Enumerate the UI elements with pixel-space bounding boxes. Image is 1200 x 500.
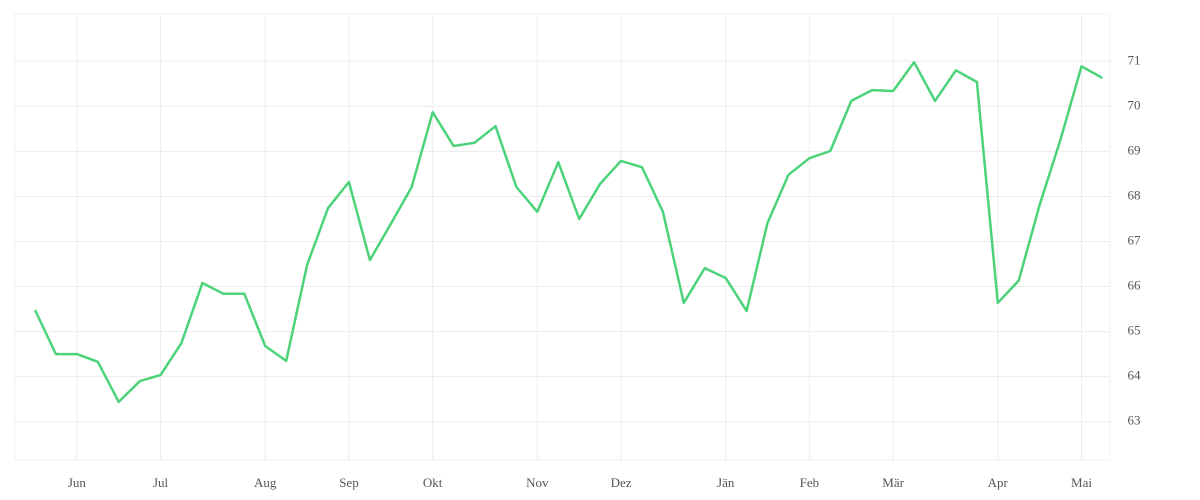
x-tick-label: Nov (526, 475, 549, 490)
x-tick-label: Jän (717, 475, 735, 490)
y-tick-label: 66 (1128, 278, 1142, 293)
y-tick-label: 71 (1128, 52, 1141, 67)
x-tick-label: Feb (800, 475, 820, 490)
y-tick-label: 67 (1128, 232, 1142, 247)
x-tick-label: Dez (611, 475, 632, 490)
x-tick-label: Apr (988, 475, 1009, 490)
x-tick-label: Jun (68, 475, 87, 490)
y-tick-label: 63 (1128, 413, 1141, 428)
line (33, 60, 1104, 404)
y-tick-label: 69 (1128, 142, 1141, 157)
x-tick-label: Mär (882, 475, 904, 490)
plot-frame (14, 13, 1111, 461)
y-tick-label: 68 (1128, 187, 1141, 202)
y-tick-label: 70 (1128, 97, 1141, 112)
y-tick-label: 65 (1128, 323, 1141, 338)
x-tick-label: Jul (153, 475, 169, 490)
x-tick-label: Aug (254, 475, 277, 490)
x-tick-label: Mai (1071, 475, 1092, 490)
x-tick-label: Okt (423, 475, 443, 490)
y-tick-label: 64 (1128, 368, 1142, 383)
x-tick-label: Sep (339, 475, 359, 490)
